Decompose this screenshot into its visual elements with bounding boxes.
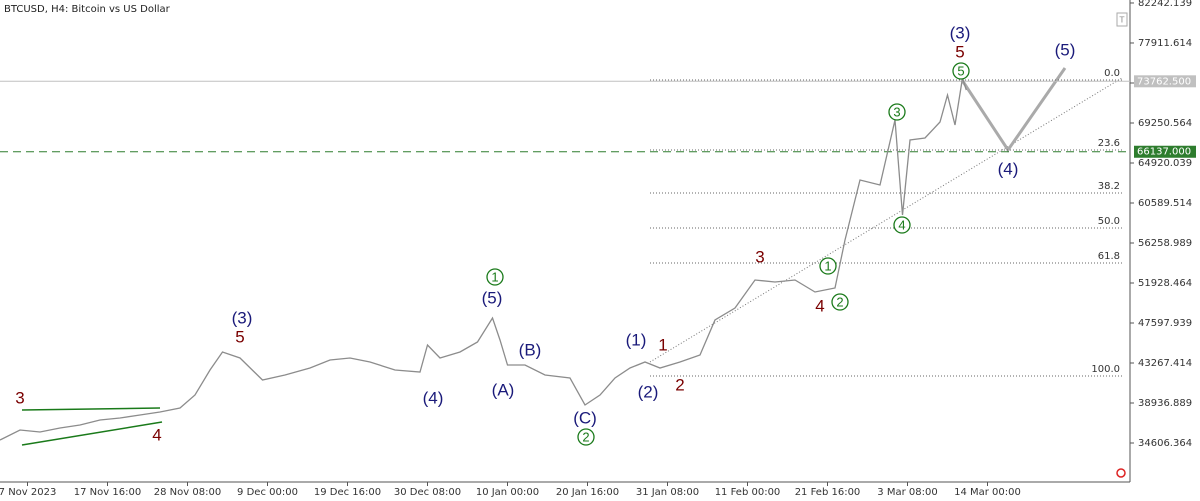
x-tick-label: 17 Nov 16:00 xyxy=(74,487,141,498)
wave-label: 3 xyxy=(893,104,900,119)
wave-label: (1) xyxy=(626,330,647,349)
triangle-line xyxy=(21,407,161,411)
toolbar-icon[interactable] xyxy=(1116,12,1128,27)
wave-label: 2 xyxy=(675,375,684,394)
x-tick-label: 30 Dec 08:00 xyxy=(394,487,461,498)
x-tick-label: 10 Jan 00:00 xyxy=(476,487,539,498)
y-tick-label: 82242.139 xyxy=(1138,0,1192,9)
wave-label: 1 xyxy=(491,269,498,284)
wave-label: 2 xyxy=(836,294,843,309)
alert-icon[interactable] xyxy=(1116,468,1126,478)
price-line-series xyxy=(0,77,967,441)
price-badge-label: 66137.000 xyxy=(1137,147,1191,158)
wave-circle xyxy=(893,216,911,234)
triangle-line xyxy=(21,421,163,446)
y-tick-label: 77911.614 xyxy=(1138,38,1192,49)
x-tick-label: 28 Nov 08:00 xyxy=(154,487,221,498)
wave-circle xyxy=(819,257,837,275)
price-badge xyxy=(1134,75,1196,88)
wave-label: 5 xyxy=(957,63,964,78)
fib-label: 61.8 xyxy=(1098,251,1120,262)
wave-label: (5) xyxy=(482,288,503,307)
fib-label: 23.6 xyxy=(1098,138,1120,149)
wave-circle xyxy=(952,62,970,80)
x-tick-label: 21 Feb 16:00 xyxy=(795,487,861,498)
triangle xyxy=(21,407,163,446)
wave-label: 4 xyxy=(898,217,905,232)
trend-line xyxy=(649,77,1123,363)
x-tick-label: 19 Dec 16:00 xyxy=(314,487,381,498)
x-tick-label: 9 Dec 00:00 xyxy=(237,487,298,498)
wave-label: (3) xyxy=(232,308,253,327)
wave-label: 2 xyxy=(582,429,589,444)
y-tick-label: 51928.464 xyxy=(1138,278,1192,289)
wave-label: (B) xyxy=(519,340,542,359)
wave-label: 4 xyxy=(152,425,161,444)
y-tick-label: 56258.989 xyxy=(1138,238,1192,249)
wave-circle xyxy=(888,103,906,121)
x-tick-label: 3 Mar 08:00 xyxy=(877,487,937,498)
price-badge-label: 73762.500 xyxy=(1137,76,1191,87)
wave-circle xyxy=(577,428,595,446)
x-tick-label: 31 Jan 08:00 xyxy=(636,487,699,498)
y-tick-label: 34606.364 xyxy=(1138,438,1192,449)
wave-label: 1 xyxy=(658,335,667,354)
wave-label: 5 xyxy=(235,327,244,346)
fib-label: 38.2 xyxy=(1098,181,1120,192)
wave-label: 4 xyxy=(815,296,824,315)
price-badge xyxy=(1134,145,1196,158)
x-tick-label: 7 Nov 2023 xyxy=(0,487,56,498)
y-tick-label: 43267.414 xyxy=(1138,358,1192,369)
wave-label: (4) xyxy=(998,159,1019,178)
wave-label: (5) xyxy=(1055,40,1076,59)
wave-label: (3) xyxy=(950,23,971,42)
y-tick-label: 60589.514 xyxy=(1138,198,1192,209)
chart-title: BTCUSD, H4: Bitcoin vs US Dollar xyxy=(4,4,171,15)
wave-circle xyxy=(831,293,849,311)
y-tick-label: 69250.564 xyxy=(1138,118,1192,129)
wave-label: 5 xyxy=(955,42,964,61)
y-tick-label: 64920.039 xyxy=(1138,158,1192,169)
toolbar-icon-glyph: T xyxy=(1119,16,1125,25)
fib-label: 100.0 xyxy=(1091,364,1120,375)
wave-label: (A) xyxy=(492,380,515,399)
y-tick-label: 47597.939 xyxy=(1138,318,1192,329)
x-tick-label: 11 Feb 00:00 xyxy=(715,487,781,498)
wave-label: 3 xyxy=(755,247,764,266)
wave-label: (4) xyxy=(423,388,444,407)
wave-label: (2) xyxy=(638,382,659,401)
wave-label: (C) xyxy=(573,408,597,427)
y-tick-label: 38936.889 xyxy=(1138,398,1192,409)
wave-label: 1 xyxy=(824,258,831,273)
fib-label: 0.0 xyxy=(1104,68,1120,79)
wave-label: 3 xyxy=(15,388,24,407)
x-tick-label: 20 Jan 16:00 xyxy=(556,487,619,498)
fib-label: 50.0 xyxy=(1098,216,1120,227)
wave-circle xyxy=(486,268,504,286)
x-tick-label: 14 Mar 00:00 xyxy=(954,487,1021,498)
